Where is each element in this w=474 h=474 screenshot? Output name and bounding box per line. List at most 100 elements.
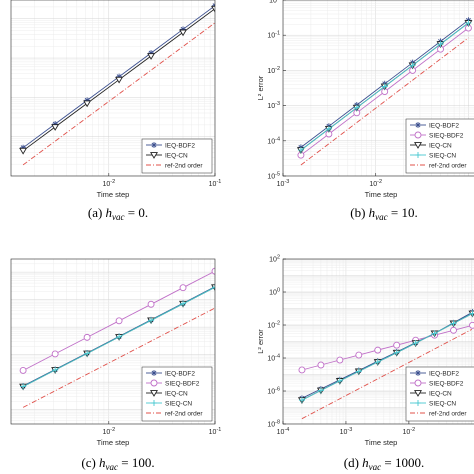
legend-marker <box>150 379 158 387</box>
y-tick-label: 100 <box>269 288 280 297</box>
data-point <box>374 359 381 366</box>
data-point <box>116 333 123 340</box>
series-group <box>19 267 215 408</box>
data-point <box>317 361 325 369</box>
data-point <box>147 53 156 60</box>
data-point <box>83 100 92 108</box>
data-point <box>212 284 215 291</box>
data-point <box>450 326 457 334</box>
panel-caption: (d) hvac = 1000. <box>344 455 425 472</box>
data-point <box>298 366 306 374</box>
legend: IEQ-BDF2 SIEQ-BDF2 IEQ-CN SIEQ-CN ref-2nd or… <box>405 366 474 422</box>
data-point <box>19 147 28 155</box>
data-point <box>297 147 304 154</box>
legend-entry: ref-2nd order <box>429 410 467 417</box>
y-tick-label: 10-4 <box>267 136 280 145</box>
series-line-ref-2nd-order <box>22 307 215 408</box>
legend-entry: SIEQ-CN <box>429 400 456 407</box>
x-axis-label: Time step <box>365 190 398 199</box>
panel-caption: (c) hvac = 100. <box>81 455 154 472</box>
data-point <box>179 284 187 292</box>
legend-entry: IEQ-CN <box>429 142 452 149</box>
x-tick-label: 10-2 <box>102 427 115 436</box>
y-tick-label: 10-1 <box>267 31 280 40</box>
data-point <box>393 349 400 356</box>
data-point <box>211 5 215 13</box>
series-group <box>19 2 215 166</box>
legend-entry: IEQ-BDF2 <box>429 370 459 377</box>
legend-entry: ref-2nd order <box>165 162 203 169</box>
legend-entry: SIEQ-BDF2 <box>165 380 200 387</box>
chart-panel-3: 10-2 10-1 Time step IEQ-BDF2 SIEQ-BDF2 IEQ-CN… <box>10 258 222 472</box>
series-line-sieq-bdf2 <box>301 324 473 371</box>
chart-panel-1: 10-2 10-1 Time step IEQ-BDF2 IEQ-CN ref-2nd o… <box>10 0 222 222</box>
x-tick-label: 10-1 <box>209 427 222 436</box>
y-axis-label: L² error <box>256 75 265 100</box>
legend-entry: SIEQ-BDF2 <box>429 132 464 139</box>
y-tick-label: 10-4 <box>267 354 280 363</box>
x-tick-label: 10-2 <box>369 179 382 188</box>
legend-entry: SIEQ-BDF2 <box>429 380 464 387</box>
x-tick-label: 10-3 <box>340 427 353 436</box>
legend-marker <box>414 142 422 149</box>
data-point <box>116 73 123 80</box>
data-point <box>393 341 401 349</box>
legend-marker <box>414 390 422 397</box>
legend-marker <box>150 390 158 397</box>
data-point <box>469 321 474 329</box>
axes-box <box>282 0 474 177</box>
x-axis-label: Time step <box>365 438 398 447</box>
series-line-ref-2nd-order <box>301 329 473 420</box>
data-point <box>409 62 416 69</box>
y-tick-label: 102 <box>269 255 280 264</box>
chart-panel-2: 10-3 10-2 10-5 10-4 10-3 10-2 10-1 100 Time step… <box>256 0 474 222</box>
legend-entry: IEQ-CN <box>165 390 188 397</box>
data-point <box>84 97 91 104</box>
data-point <box>115 317 123 325</box>
legend-marker <box>415 400 421 406</box>
data-point <box>374 346 382 354</box>
legend-marker <box>151 142 157 148</box>
series-line-sieq-cn <box>301 313 473 401</box>
legend-entry: SIEQ-CN <box>165 400 192 407</box>
data-point <box>20 144 27 151</box>
data-point <box>437 41 444 48</box>
legend-entry: IEQ-CN <box>165 152 188 159</box>
panel-caption: (a) hvac = 0. <box>88 205 148 222</box>
legend-marker <box>415 152 421 158</box>
legend-marker <box>415 122 421 128</box>
data-point <box>465 19 472 26</box>
x-tick-label: 10-1 <box>209 179 222 188</box>
data-point <box>450 320 457 327</box>
data-point <box>431 330 438 337</box>
y-tick-label: 100 <box>269 0 280 5</box>
data-point <box>469 310 474 317</box>
data-point <box>51 350 59 358</box>
data-point <box>180 26 187 33</box>
y-tick-label: 10-5 <box>267 172 280 181</box>
data-point <box>147 300 155 308</box>
axes-box <box>10 258 216 425</box>
data-point <box>353 104 360 111</box>
data-point <box>211 267 215 275</box>
data-point <box>355 351 363 359</box>
data-point <box>412 340 419 347</box>
x-tick-label: 10-2 <box>403 427 416 436</box>
y-tick-label: 10-2 <box>267 66 280 75</box>
data-point <box>52 121 59 128</box>
data-point <box>325 125 332 132</box>
data-point <box>298 397 305 404</box>
data-point <box>51 124 60 131</box>
y-tick-label: 10-8 <box>267 420 280 429</box>
legend-entry: IEQ-BDF2 <box>165 142 195 149</box>
x-tick-label: 10-3 <box>277 179 290 188</box>
y-tick-label: 10-6 <box>267 387 280 396</box>
data-point <box>317 387 324 394</box>
series-group <box>296 17 473 166</box>
legend-marker <box>414 379 422 387</box>
legend: IEQ-BDF2 SIEQ-BDF2 IEQ-CN SIEQ-CN ref-2nd or… <box>405 118 474 174</box>
legend-marker <box>415 370 421 376</box>
x-tick-label: 10-2 <box>102 179 115 188</box>
legend-entry: ref-2nd order <box>165 410 203 417</box>
